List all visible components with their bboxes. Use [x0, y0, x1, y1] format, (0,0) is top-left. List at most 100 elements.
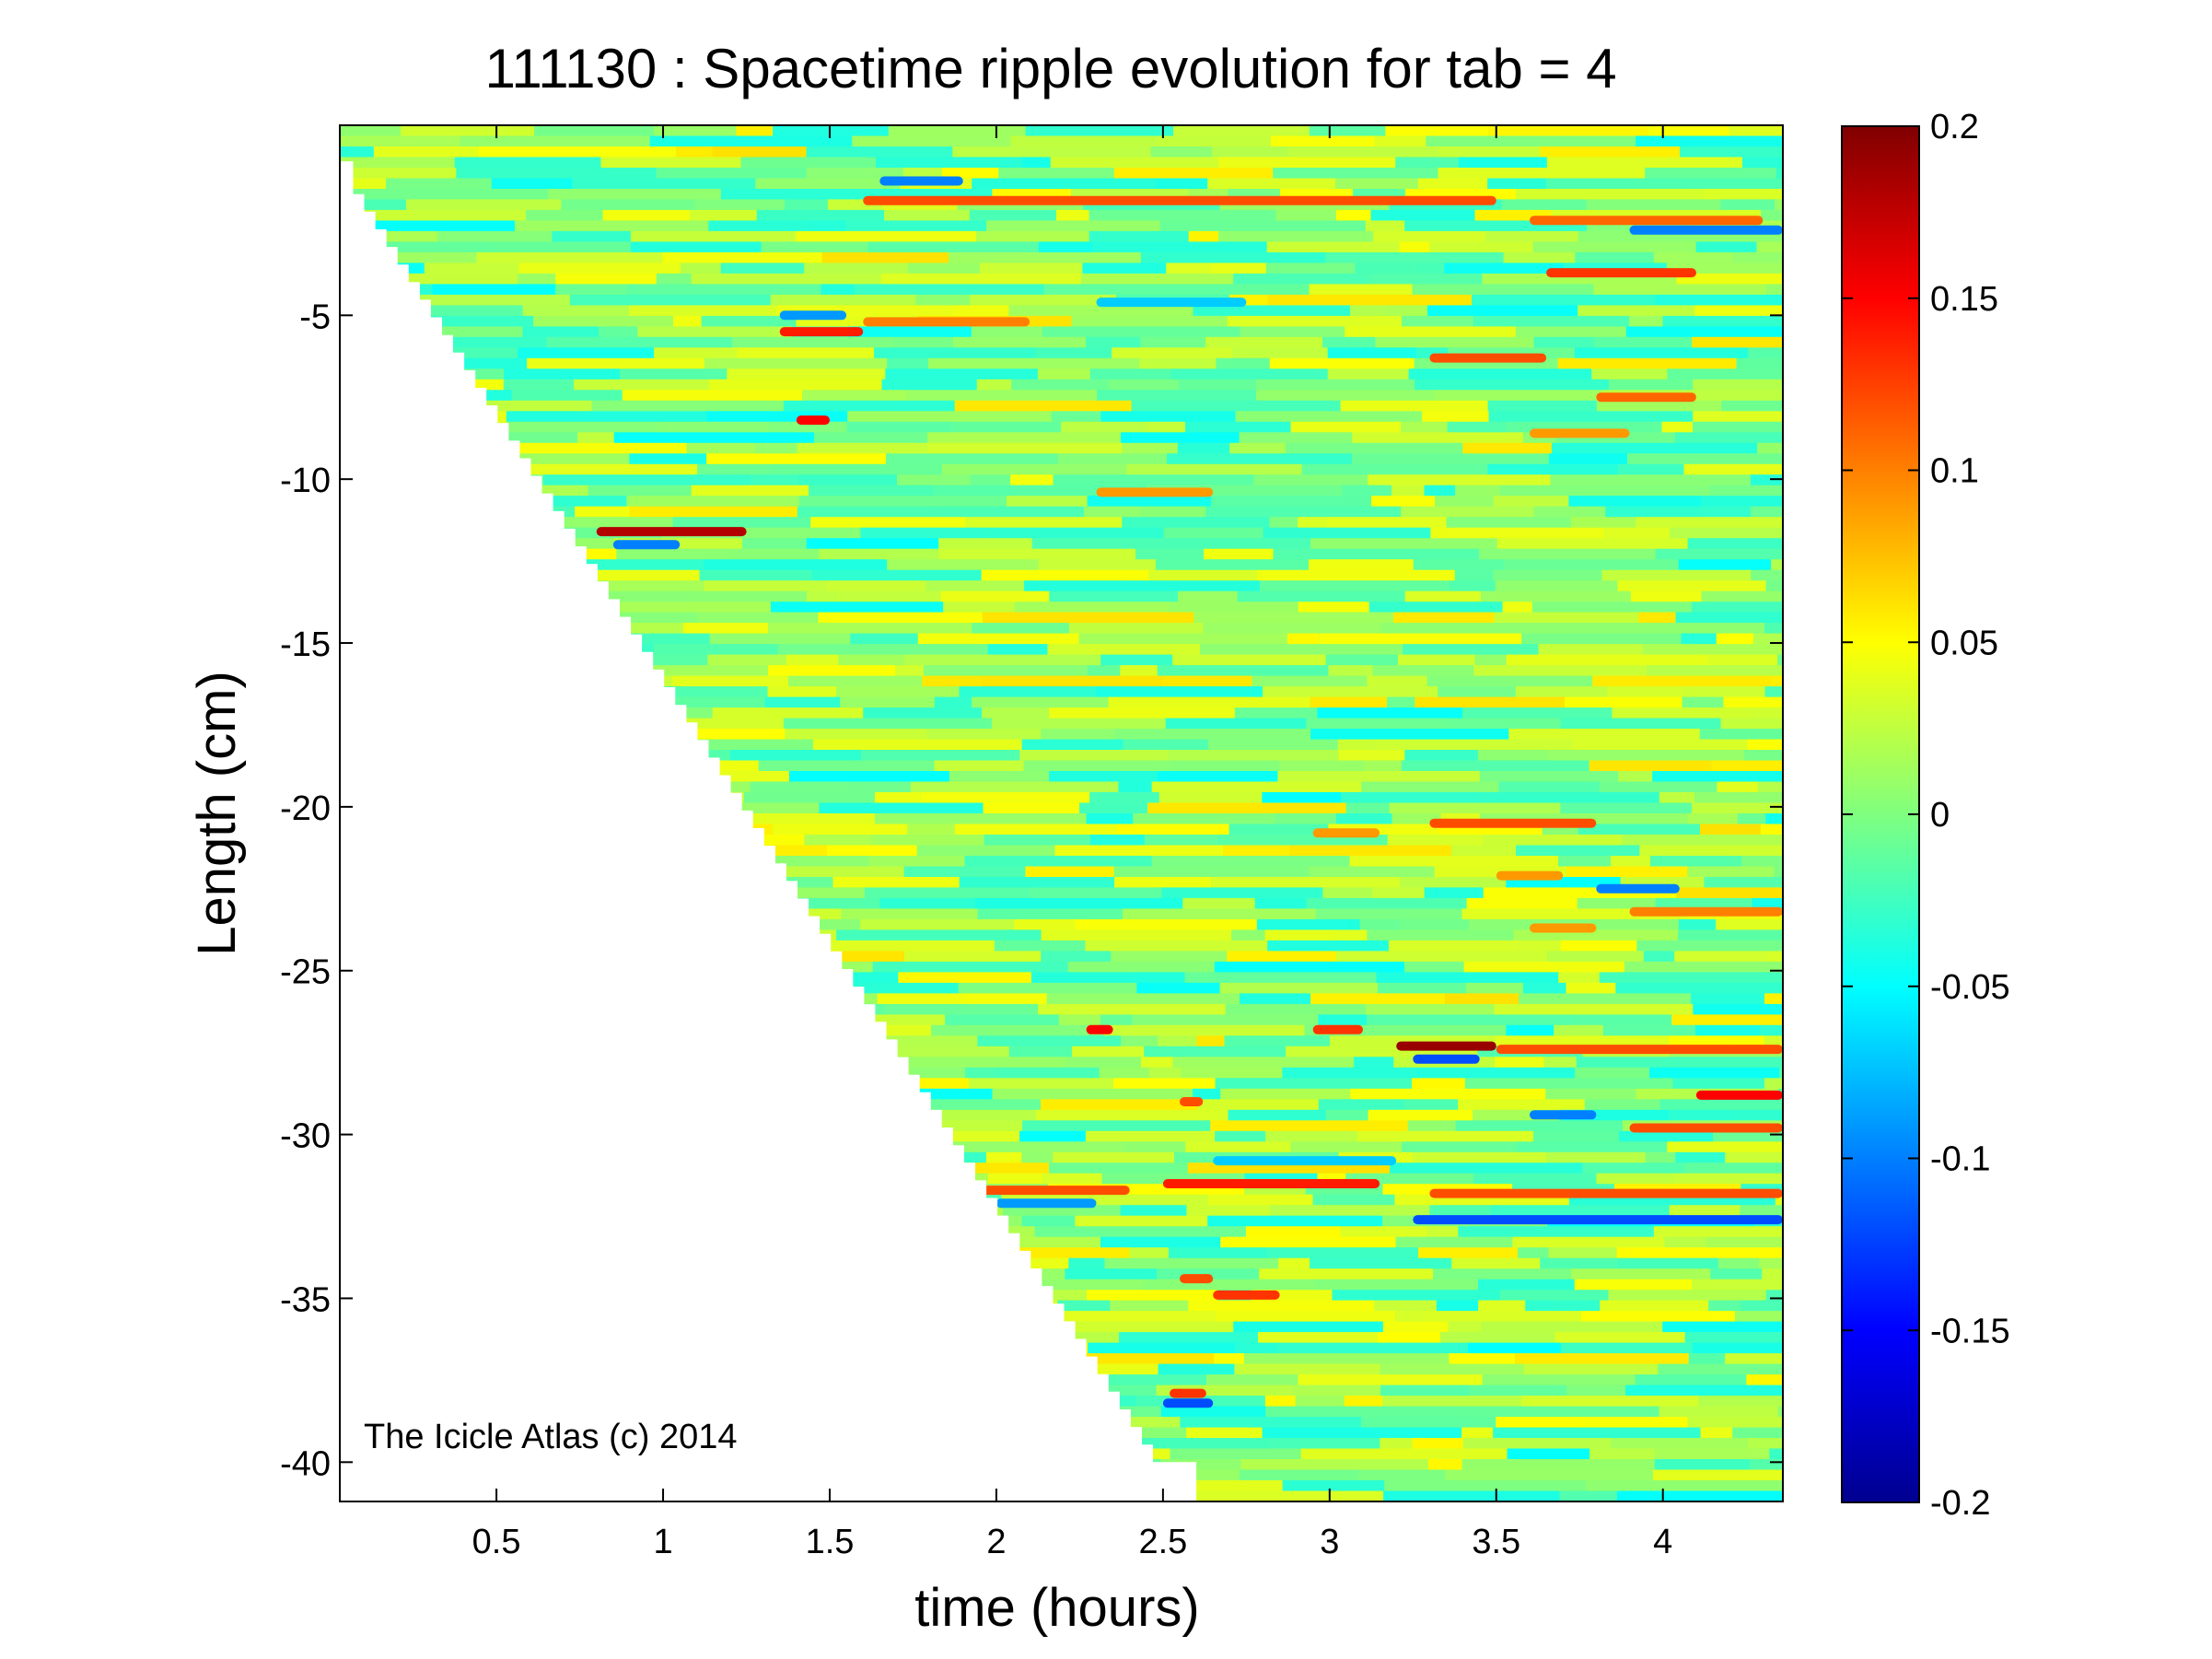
ripple-feature — [1629, 1123, 1783, 1133]
heatmap-cell — [814, 432, 928, 444]
heatmap-cell — [626, 496, 799, 508]
heatmap-cell — [1438, 168, 1646, 180]
heatmap-cell — [1574, 1279, 1693, 1291]
heatmap-cell — [1072, 1046, 1145, 1057]
heatmap-cell — [1267, 1247, 1418, 1259]
heatmap-cell — [1136, 982, 1220, 994]
heatmap-cell — [1404, 590, 1482, 602]
heatmap-cell — [1021, 157, 1051, 169]
heatmap-cell — [1041, 929, 1232, 941]
ripple-feature — [1213, 1290, 1280, 1300]
heatmap-cell — [1493, 1427, 1701, 1439]
heatmap-cell — [1449, 273, 1483, 285]
heatmap-cell — [992, 1088, 1193, 1100]
heatmap-cell — [1172, 1057, 1355, 1069]
heatmap-cell — [969, 209, 1057, 221]
heatmap-cell — [887, 559, 1039, 571]
heatmap-cell — [959, 686, 1096, 698]
heatmap-cell — [1170, 1448, 1301, 1460]
heatmap-cell — [1645, 168, 1776, 180]
heatmap-cell — [1523, 1363, 1659, 1375]
heatmap-cell — [386, 178, 492, 190]
heatmap-cell — [835, 590, 941, 602]
heatmap-cell — [1629, 315, 1663, 327]
heatmap-cell — [1163, 675, 1252, 687]
heatmap-cell — [1277, 1342, 1468, 1354]
heatmap-cell — [885, 368, 1038, 380]
heatmap-cell — [987, 644, 1048, 656]
heatmap-cell — [1487, 463, 1619, 475]
heatmap-cell — [1374, 135, 1426, 147]
heatmap-cell — [1380, 623, 1554, 635]
heatmap-cell — [1765, 813, 1783, 825]
heatmap-cell — [1344, 1396, 1383, 1408]
heatmap-cell — [1565, 696, 1682, 708]
heatmap-cell — [1269, 517, 1298, 529]
heatmap-cell — [1277, 771, 1480, 783]
heatmap-cell — [703, 559, 888, 571]
heatmap-cell — [1635, 517, 1783, 529]
heatmap-cell — [1182, 897, 1255, 909]
heatmap-cell — [1235, 411, 1423, 423]
heatmap-cell — [1186, 1205, 1271, 1217]
heatmap-cell — [1704, 189, 1783, 201]
heatmap-cell — [1155, 178, 1208, 190]
heatmap-cell — [1473, 665, 1647, 677]
heatmap-cell — [986, 220, 1160, 232]
heatmap-cell — [1580, 1311, 1736, 1323]
y-tick-label: -10 — [280, 461, 331, 500]
heatmap-cell — [970, 294, 1117, 306]
x-axis-label: time (hours) — [914, 1578, 1199, 1638]
heatmap-cell — [1566, 982, 1616, 994]
heatmap-cell — [1301, 463, 1488, 475]
heatmap-cell — [591, 400, 784, 412]
heatmap-cell — [1211, 877, 1401, 889]
heatmap-cell — [1408, 368, 1592, 380]
heatmap-cell — [1440, 1332, 1555, 1344]
heatmap-cell — [493, 442, 687, 454]
heatmap-cell — [1319, 633, 1522, 645]
heatmap-cell — [1764, 686, 1783, 698]
heatmap-cell — [1400, 918, 1469, 930]
heatmap-cell — [1716, 633, 1753, 645]
heatmap-cell — [730, 548, 820, 560]
heatmap-cell — [1610, 856, 1650, 868]
heatmap-cell — [777, 644, 988, 656]
heatmap-cell — [804, 835, 872, 847]
heatmap-cell — [1227, 951, 1336, 963]
heatmap-cell — [1041, 729, 1115, 741]
heatmap-cell — [1422, 411, 1489, 423]
heatmap-cell — [1450, 845, 1516, 857]
heatmap-cell — [1389, 802, 1561, 814]
heatmap-cell — [1210, 263, 1266, 275]
heatmap-cell — [501, 463, 698, 475]
heatmap-cell — [1444, 263, 1565, 275]
heatmap-cell — [1711, 760, 1783, 772]
heatmap-cell — [1676, 887, 1783, 899]
heatmap-cell — [1240, 326, 1345, 338]
heatmap-cell — [1750, 474, 1783, 486]
heatmap-cell — [1237, 284, 1310, 296]
heatmap-cell — [1645, 1151, 1676, 1163]
heatmap-cell — [1700, 824, 1761, 835]
heatmap-cell — [662, 251, 822, 263]
heatmap-cell — [1326, 517, 1447, 529]
heatmap-cell — [1467, 1342, 1561, 1354]
heatmap-cell — [1470, 1384, 1566, 1396]
heatmap-cell — [744, 792, 875, 804]
heatmap-cell — [1140, 1057, 1173, 1069]
heatmap-cell — [1676, 273, 1783, 285]
ripple-feature — [1312, 1024, 1363, 1034]
heatmap-cell — [1114, 729, 1311, 741]
heatmap-cell — [797, 474, 897, 486]
heatmap-cell — [1185, 421, 1291, 433]
heatmap-cell — [963, 993, 1047, 1005]
heatmap-cell — [992, 718, 1166, 730]
heatmap-cell — [1661, 421, 1694, 433]
heatmap-cell — [1482, 1321, 1663, 1333]
ripple-feature — [1629, 225, 1783, 235]
heatmap-cell — [1082, 263, 1167, 275]
heatmap-cell — [1315, 908, 1462, 920]
heatmap-cell — [1310, 696, 1387, 708]
heatmap-cell — [976, 230, 1089, 242]
